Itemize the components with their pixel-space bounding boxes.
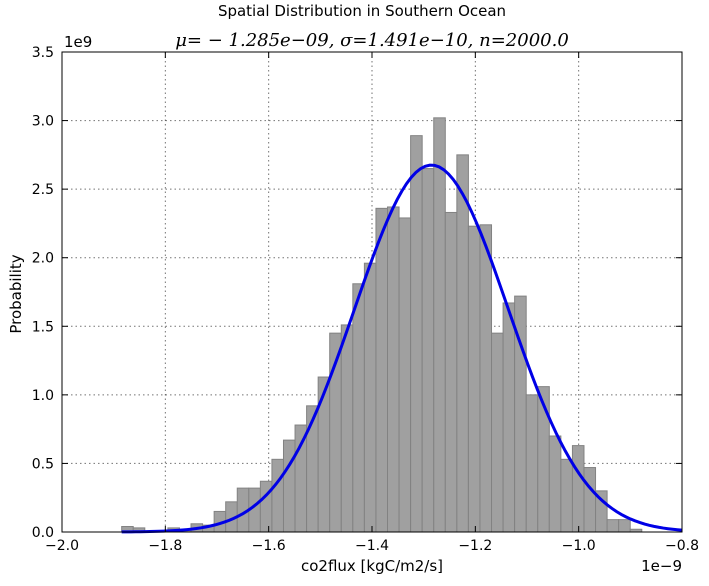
- histogram-bar: [479, 224, 493, 533]
- y-tick-label: 1.5: [32, 319, 54, 335]
- y-tick-label: 2.5: [32, 182, 54, 198]
- histogram-bar: [375, 207, 389, 533]
- histogram-bar: [387, 206, 400, 533]
- histogram-bar: [433, 117, 446, 533]
- histogram-bar: [340, 324, 354, 533]
- chart-subtitle: μ= − 1.285e−09, σ=1.491e−10, n=2000.0: [175, 30, 569, 51]
- x-axis-exponent: 1e−9: [641, 557, 682, 575]
- histogram-bar: [363, 262, 377, 533]
- histogram-bar: [456, 154, 469, 533]
- x-tick-label: −1.4: [355, 538, 389, 554]
- histogram-bar: [618, 519, 631, 533]
- histogram-bar: [294, 424, 308, 533]
- histogram-bar: [398, 217, 412, 533]
- normal-fit-curve: [121, 163, 683, 534]
- histogram-bar: [306, 405, 319, 533]
- y-tick-label: 1.0: [32, 388, 54, 404]
- histogram-bar: [271, 458, 284, 533]
- chart-title: Spatial Distribution in Southern Ocean: [218, 2, 506, 20]
- y-tick-label: 3.0: [32, 114, 54, 130]
- axis-ticks: −2.0 −1.8 −1.6 −1.4 −1.2 −1.0 −0.8 0.0 0.5 1.0 1.5…: [32, 45, 699, 554]
- y-axis-label: Probability: [7, 254, 25, 333]
- histogram-bar: [525, 394, 539, 533]
- histogram-bar: [410, 135, 423, 533]
- plot-frame: [61, 51, 683, 533]
- y-tick-label: 2.0: [32, 251, 54, 267]
- histogram-bars: [121, 117, 643, 533]
- x-tick-label: −2.0: [45, 538, 79, 554]
- x-tick-label: −1.8: [148, 538, 182, 554]
- x-tick-label: −1.6: [252, 538, 286, 554]
- histogram-bar: [282, 439, 296, 533]
- histogram-bar: [352, 283, 365, 533]
- histogram-bar: [560, 458, 573, 533]
- histogram-bar: [491, 332, 504, 533]
- x-axis-label: co2flux [kgC/m2/s]: [301, 557, 443, 575]
- y-tick-label: 0.5: [32, 456, 54, 472]
- y-tick-label: 0.0: [32, 525, 54, 541]
- histogram-bar: [467, 225, 481, 533]
- y-tick-label: 3.5: [32, 45, 54, 61]
- x-tick-label: −1.2: [458, 538, 492, 554]
- histogram-bar: [571, 445, 585, 533]
- histogram-bar: [444, 211, 458, 533]
- histogram-bar: [502, 302, 516, 533]
- histogram-bar: [583, 467, 597, 533]
- histogram-bar: [606, 519, 620, 533]
- histogram-bar: [421, 168, 435, 533]
- x-tick-label: −0.8: [665, 538, 699, 554]
- histogram-bar: [548, 435, 562, 533]
- x-tick-label: −1.0: [562, 538, 596, 554]
- y-axis-exponent: 1e9: [64, 33, 92, 51]
